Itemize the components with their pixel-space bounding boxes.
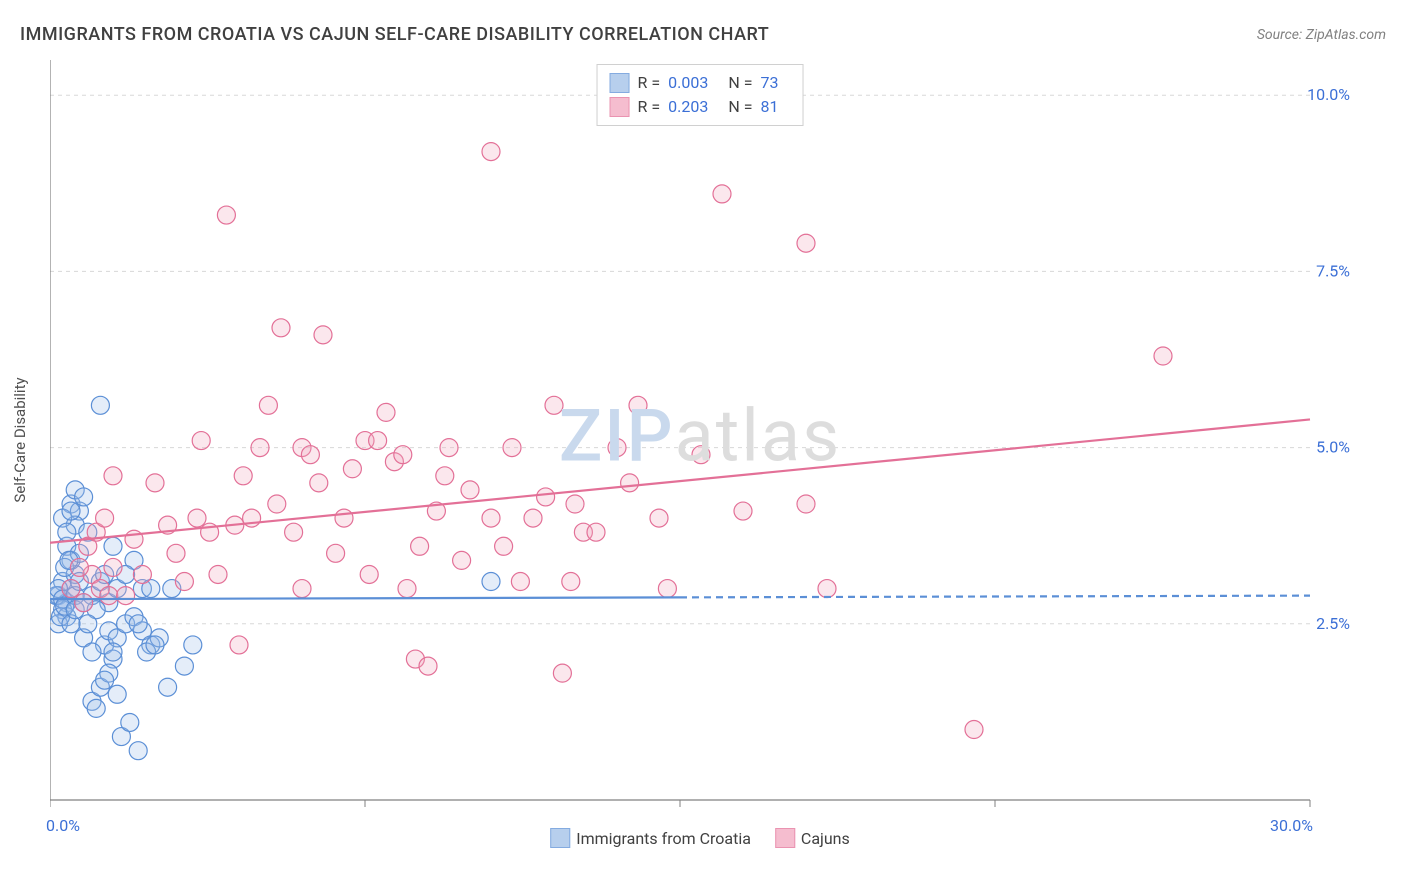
x-axis-label-right: 30.0% (1270, 816, 1313, 835)
series-swatch-cajuns (775, 828, 795, 848)
series-legend-item-croatia: Immigrants from Croatia (550, 828, 751, 848)
legend-swatch-cajuns (610, 97, 630, 117)
chart-area: Self-Care Disability 2.5%5.0%7.5%10.0% Z… (50, 60, 1350, 820)
chart-title: IMMIGRANTS FROM CROATIA VS CAJUN SELF-CA… (20, 24, 769, 45)
stat-legend: R = 0.003 N = 73 R = 0.203 N = 81 (597, 64, 804, 126)
r-value-croatia: 0.003 (668, 71, 708, 95)
x-axis-label-left: 0.0% (46, 816, 80, 835)
scatter-plot: 2.5% 5.0% 7.5% 10.0% (50, 60, 1350, 820)
y-axis-label: Self-Care Disability (11, 377, 29, 502)
svg-text:10.0%: 10.0% (1307, 85, 1350, 104)
source-name: ZipAtlas.com (1306, 27, 1386, 43)
source-credit: Source: ZipAtlas.com (1257, 27, 1386, 43)
source-label: Source: (1257, 27, 1306, 43)
n-value-cajuns: 81 (760, 95, 778, 119)
r-value-cajuns: 0.203 (668, 95, 708, 119)
legend-swatch-croatia (610, 73, 630, 93)
series-swatch-croatia (550, 828, 570, 848)
n-label: N = (728, 71, 752, 95)
header: IMMIGRANTS FROM CROATIA VS CAJUN SELF-CA… (20, 24, 1386, 45)
n-value-croatia: 73 (760, 71, 778, 95)
svg-text:2.5%: 2.5% (1316, 614, 1350, 633)
series-label-cajuns: Cajuns (801, 829, 850, 848)
series-legend: Immigrants from Croatia Cajuns (550, 828, 850, 848)
svg-text:5.0%: 5.0% (1316, 438, 1350, 457)
n-label: N = (728, 95, 752, 119)
r-label: R = (638, 71, 661, 95)
r-label: R = (638, 95, 661, 119)
stat-legend-row-croatia: R = 0.003 N = 73 (610, 71, 791, 95)
series-legend-item-cajuns: Cajuns (775, 828, 850, 848)
svg-text:7.5%: 7.5% (1316, 261, 1350, 280)
series-label-croatia: Immigrants from Croatia (576, 829, 751, 848)
stat-legend-row-cajuns: R = 0.203 N = 81 (610, 95, 791, 119)
